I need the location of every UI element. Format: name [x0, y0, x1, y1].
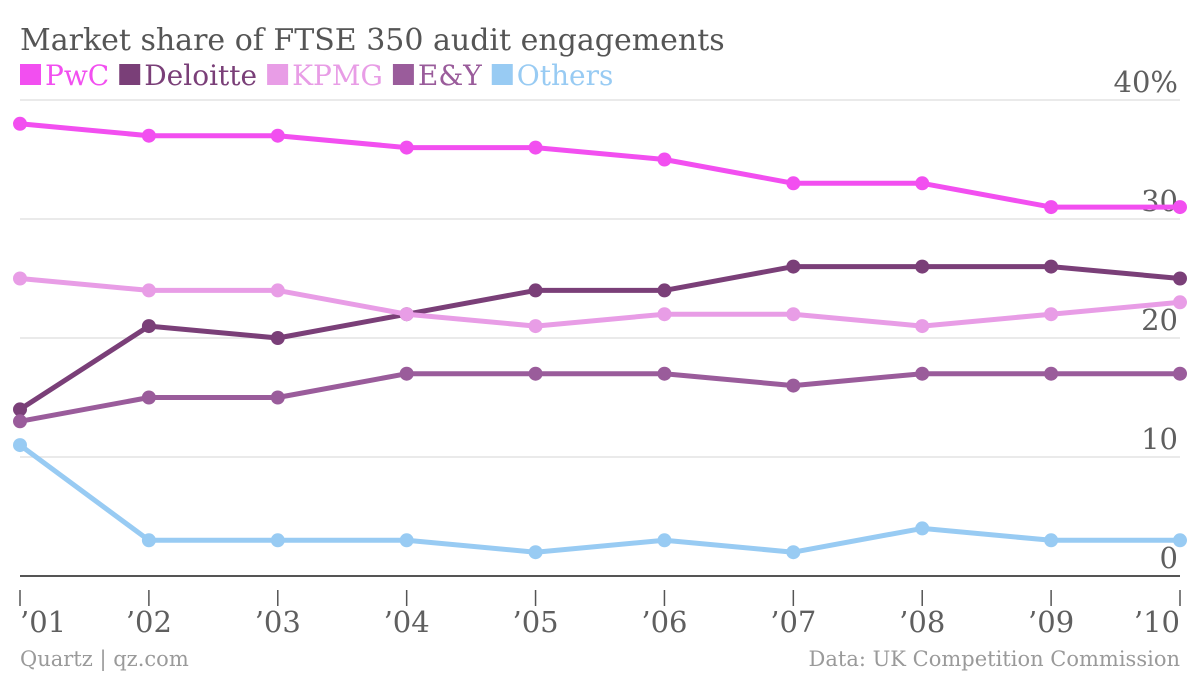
data-point-e-y	[657, 366, 672, 381]
x-axis: ’01 ’02 ’03 ’04 ’05 ’06 ’07 ’08 ’09 ’10	[19, 575, 1181, 639]
x-tick-label: ’03	[255, 605, 301, 639]
data-point-deloitte	[915, 259, 930, 274]
legend-label: Others	[517, 59, 614, 92]
y-tick-label: 20	[1141, 303, 1178, 337]
legend-label: PwC	[45, 59, 109, 92]
data-point-kpmg	[270, 283, 285, 298]
data-point-e-y	[141, 390, 156, 405]
data-point-deloitte	[657, 283, 672, 298]
data-point-pwc	[13, 116, 27, 131]
data-point-others	[657, 533, 672, 548]
data-point-deloitte	[786, 259, 801, 274]
footer-source-right: Data: UK Competition Commission	[809, 647, 1180, 671]
data-point-kpmg	[1173, 295, 1187, 310]
x-tick-label: ’05	[512, 605, 558, 639]
data-point-pwc	[1173, 200, 1187, 215]
x-tick-label: ’04	[384, 605, 430, 639]
data-point-deloitte	[141, 319, 156, 334]
x-tick-label: ’01	[20, 605, 66, 639]
data-point-kpmg	[399, 307, 414, 322]
data-point-kpmg	[915, 319, 930, 334]
series-pwc	[13, 116, 1187, 215]
series-layer	[13, 116, 1187, 560]
legend-swatch	[119, 64, 141, 85]
data-point-deloitte	[1044, 259, 1059, 274]
series-line-others	[17, 442, 1183, 555]
chart-title: Market share of FTSE 350 audit engagemen…	[20, 23, 725, 58]
data-point-pwc	[786, 176, 801, 191]
y-tick-label: 40%	[1114, 65, 1178, 99]
data-point-pwc	[399, 140, 414, 155]
data-point-deloitte	[13, 402, 27, 417]
data-point-pwc	[528, 140, 543, 155]
data-point-e-y	[786, 378, 801, 393]
legend-swatch	[392, 64, 414, 85]
data-point-others	[270, 533, 285, 548]
y-axis-tick-labels: 0 10 20 30 40%	[1114, 65, 1178, 575]
legend-item-others: Others	[491, 59, 614, 92]
data-point-e-y	[270, 390, 285, 405]
legend-label: E&Y	[418, 59, 482, 92]
y-tick-label: 10	[1141, 422, 1178, 456]
data-point-others	[915, 521, 930, 536]
data-point-others	[141, 533, 156, 548]
x-tick-label: ’06	[641, 605, 687, 639]
series-e-y	[13, 366, 1187, 429]
data-point-e-y	[528, 366, 543, 381]
footer-source-left: Quartz | qz.com	[20, 647, 189, 672]
x-tick-label: ’02	[126, 605, 172, 639]
series-kpmg	[13, 271, 1187, 334]
series-line-pwc	[17, 121, 1183, 210]
data-point-kpmg	[13, 271, 27, 286]
data-point-others	[1173, 533, 1187, 548]
data-point-pwc	[915, 176, 930, 191]
series-others	[13, 438, 1187, 560]
series-line-e-y	[17, 371, 1183, 424]
data-point-kpmg	[1044, 307, 1059, 322]
data-point-pwc	[270, 128, 285, 143]
legend-item-pwc: PwC	[20, 59, 109, 92]
gridlines	[20, 99, 1180, 458]
data-point-kpmg	[657, 307, 672, 322]
y-tick-label: 0	[1160, 541, 1178, 575]
legend-item-e-y: E&Y	[392, 59, 482, 92]
series-line-kpmg	[17, 276, 1183, 329]
x-tick-label: ’09	[1028, 605, 1074, 639]
legend-item-kpmg: KPMG	[267, 59, 383, 92]
legend-item-deloitte: Deloitte	[119, 59, 257, 92]
data-point-others	[528, 545, 543, 560]
x-tick-label: ’07	[770, 605, 816, 639]
data-point-e-y	[13, 414, 27, 429]
legend-swatch	[20, 64, 41, 85]
data-point-others	[399, 533, 414, 548]
data-point-kpmg	[786, 307, 801, 322]
data-point-deloitte	[1173, 271, 1187, 286]
legend: PwC Deloitte KPMG E&Y Others	[20, 59, 613, 92]
legend-label: KPMG	[292, 59, 383, 92]
data-point-kpmg	[528, 319, 543, 334]
legend-swatch	[491, 64, 513, 85]
y-tick-label: 30	[1141, 184, 1178, 218]
x-tick-label: ’10	[1134, 605, 1180, 639]
data-point-pwc	[141, 128, 156, 143]
x-tick-label: ’08	[899, 605, 945, 639]
legend-swatch	[267, 64, 289, 85]
data-point-e-y	[1044, 366, 1059, 381]
data-point-others	[786, 545, 801, 560]
data-point-others	[1044, 533, 1059, 548]
data-point-deloitte	[528, 283, 543, 298]
data-point-kpmg	[141, 283, 156, 298]
data-point-e-y	[399, 366, 414, 381]
data-point-pwc	[657, 152, 672, 167]
data-point-e-y	[915, 366, 930, 381]
data-point-deloitte	[270, 331, 285, 345]
data-point-e-y	[1173, 366, 1187, 381]
data-point-others	[13, 438, 27, 453]
series-line-deloitte	[17, 264, 1183, 412]
legend-label: Deloitte	[144, 59, 257, 92]
data-point-pwc	[1044, 200, 1059, 215]
